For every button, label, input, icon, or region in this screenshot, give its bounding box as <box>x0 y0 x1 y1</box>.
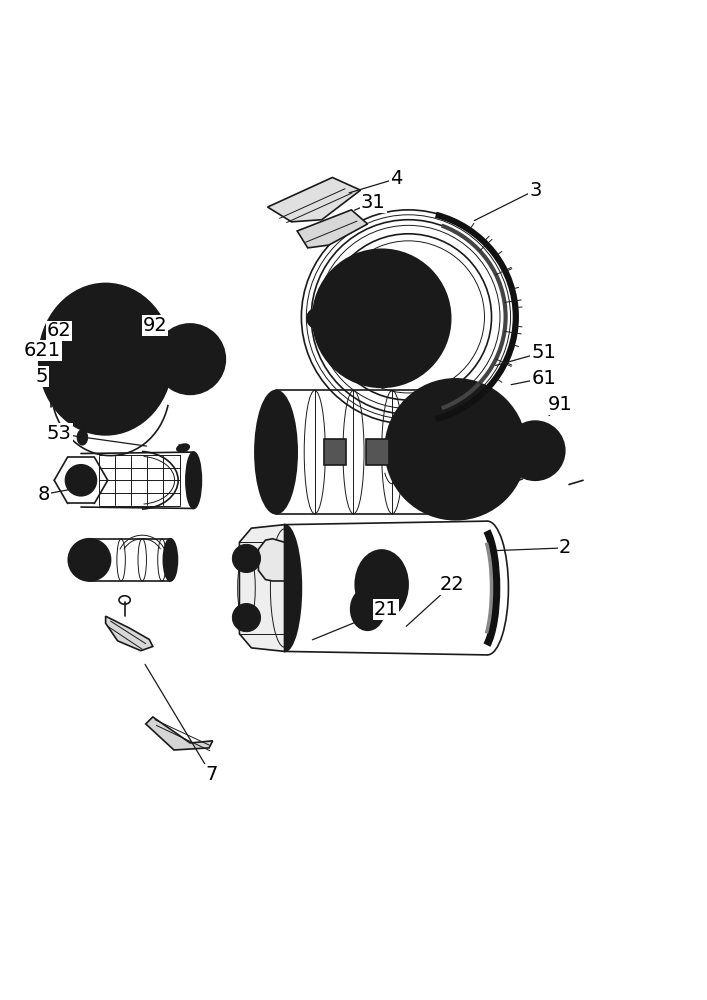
Circle shape <box>307 308 327 328</box>
Ellipse shape <box>163 539 177 581</box>
Polygon shape <box>297 210 368 248</box>
Text: 62: 62 <box>47 321 71 340</box>
Circle shape <box>66 465 96 496</box>
Ellipse shape <box>356 594 379 624</box>
Circle shape <box>233 604 261 632</box>
Text: 3: 3 <box>529 181 542 200</box>
Ellipse shape <box>329 300 347 337</box>
Polygon shape <box>259 539 284 581</box>
Circle shape <box>385 379 526 520</box>
Circle shape <box>312 249 450 387</box>
Ellipse shape <box>362 558 401 611</box>
Circle shape <box>472 487 481 496</box>
Text: 53: 53 <box>47 424 71 443</box>
Circle shape <box>552 447 560 455</box>
Text: 91: 91 <box>547 395 572 414</box>
Circle shape <box>163 367 170 374</box>
Circle shape <box>180 381 188 388</box>
Circle shape <box>69 539 110 581</box>
Circle shape <box>185 354 195 364</box>
Circle shape <box>202 335 210 343</box>
Circle shape <box>163 344 170 352</box>
Text: 22: 22 <box>440 575 464 594</box>
Circle shape <box>212 355 220 363</box>
Text: 5: 5 <box>36 367 49 386</box>
Circle shape <box>202 376 210 383</box>
Circle shape <box>542 429 549 436</box>
Ellipse shape <box>39 283 173 435</box>
Circle shape <box>521 429 529 436</box>
Ellipse shape <box>177 444 189 452</box>
Text: 51: 51 <box>531 343 556 362</box>
Text: 2: 2 <box>559 538 571 557</box>
Polygon shape <box>267 177 361 222</box>
Circle shape <box>506 421 565 480</box>
Polygon shape <box>240 525 284 651</box>
Circle shape <box>80 407 96 424</box>
Text: 621: 621 <box>23 341 61 360</box>
Text: 8: 8 <box>37 485 49 504</box>
Ellipse shape <box>355 550 408 619</box>
Circle shape <box>180 330 188 338</box>
Circle shape <box>80 550 99 570</box>
Ellipse shape <box>267 525 301 651</box>
Ellipse shape <box>351 588 385 630</box>
Ellipse shape <box>186 452 201 508</box>
Ellipse shape <box>445 390 487 514</box>
Text: 61: 61 <box>531 369 556 388</box>
Text: 4: 4 <box>390 169 402 188</box>
Circle shape <box>233 544 261 573</box>
Text: 31: 31 <box>361 193 385 212</box>
Ellipse shape <box>338 285 404 352</box>
Circle shape <box>521 465 529 473</box>
Polygon shape <box>324 439 346 465</box>
Polygon shape <box>146 717 213 750</box>
Circle shape <box>363 310 380 327</box>
Circle shape <box>440 472 454 486</box>
Text: 7: 7 <box>205 765 218 784</box>
Circle shape <box>510 447 518 455</box>
Ellipse shape <box>77 430 88 445</box>
Polygon shape <box>105 616 153 651</box>
Circle shape <box>155 324 226 394</box>
Text: 92: 92 <box>143 316 168 335</box>
Polygon shape <box>366 439 389 465</box>
Text: 21: 21 <box>373 600 398 619</box>
Circle shape <box>542 465 549 473</box>
Ellipse shape <box>255 390 297 514</box>
